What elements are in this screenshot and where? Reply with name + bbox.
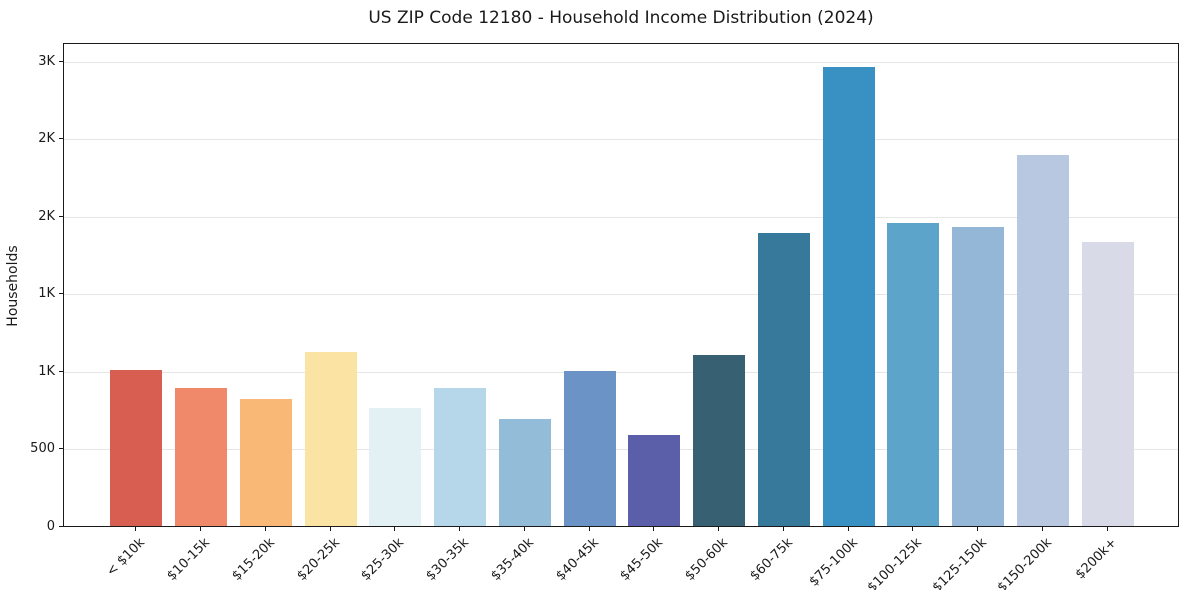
y-tick-label: 0: [46, 519, 55, 534]
bar-35-40k: [499, 419, 551, 526]
y-tick-label: 3K: [38, 53, 55, 69]
bar-25-30k: [369, 408, 421, 526]
y-tick-mark: [59, 293, 63, 295]
bar-20-25k: [305, 352, 357, 526]
bar-50-60k: [693, 355, 745, 526]
x-tick-mark: [330, 527, 331, 531]
y-tick-label: 2K: [38, 131, 55, 147]
bar-40-45k: [564, 371, 616, 526]
y-tick-mark: [59, 215, 63, 217]
bar-10-15k: [175, 388, 227, 526]
x-tick-mark: [589, 527, 590, 531]
bar-75-100k: [823, 67, 875, 526]
plot-area: [63, 43, 1179, 527]
x-tick-mark: [1042, 527, 1043, 531]
y-tick-mark: [59, 60, 63, 62]
bar-10k: [110, 370, 162, 526]
bar-100-125k: [887, 223, 939, 526]
x-tick-mark: [977, 527, 978, 531]
gridline: [64, 61, 1178, 63]
x-tick-mark: [200, 527, 201, 531]
x-tick-mark: [718, 527, 719, 531]
bar-15-20k: [240, 399, 292, 526]
y-tick-mark: [59, 526, 63, 527]
x-tick-mark: [912, 527, 913, 531]
y-tick-mark: [59, 370, 63, 372]
bar-125-150k: [952, 227, 1004, 526]
y-tick-mark: [59, 448, 63, 450]
y-tick-label: 2K: [38, 208, 55, 224]
x-tick-mark: [653, 527, 654, 531]
y-tick-label: 1K: [38, 286, 55, 302]
gridline: [64, 449, 1178, 451]
x-tick-label: < $10k: [103, 535, 148, 580]
gridline: [64, 216, 1178, 218]
bar-200k: [1082, 242, 1134, 526]
x-tick-mark: [524, 527, 525, 531]
x-tick-mark: [783, 527, 784, 531]
x-tick-mark: [848, 527, 849, 531]
gridline: [64, 294, 1178, 296]
bar-30-35k: [434, 388, 486, 526]
x-tick-mark: [1107, 527, 1108, 531]
bar-45-50k: [628, 435, 680, 526]
gridline: [64, 139, 1178, 141]
y-tick-mark: [59, 138, 63, 140]
chart-title: US ZIP Code 12180 - Household Income Dis…: [368, 8, 874, 28]
y-tick-label: 1K: [38, 363, 55, 379]
x-tick-mark: [459, 527, 460, 531]
bar-60-75k: [758, 233, 810, 526]
x-tick-mark: [135, 527, 136, 531]
x-tick-mark: [394, 527, 395, 531]
bar-150-200k: [1017, 155, 1069, 526]
gridline: [64, 371, 1178, 373]
y-tick-label: 500: [30, 441, 55, 457]
y-axis-label: Households: [5, 245, 21, 327]
x-tick-mark: [265, 527, 266, 531]
